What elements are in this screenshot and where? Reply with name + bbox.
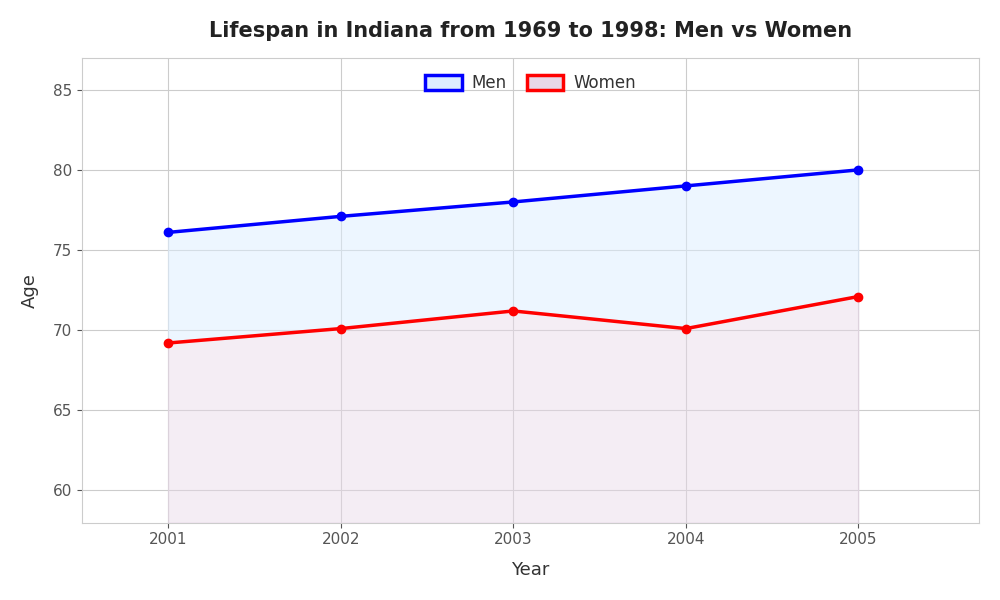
- Y-axis label: Age: Age: [21, 272, 39, 308]
- Title: Lifespan in Indiana from 1969 to 1998: Men vs Women: Lifespan in Indiana from 1969 to 1998: M…: [209, 21, 852, 41]
- Legend: Men, Women: Men, Women: [417, 66, 644, 101]
- X-axis label: Year: Year: [511, 561, 550, 579]
